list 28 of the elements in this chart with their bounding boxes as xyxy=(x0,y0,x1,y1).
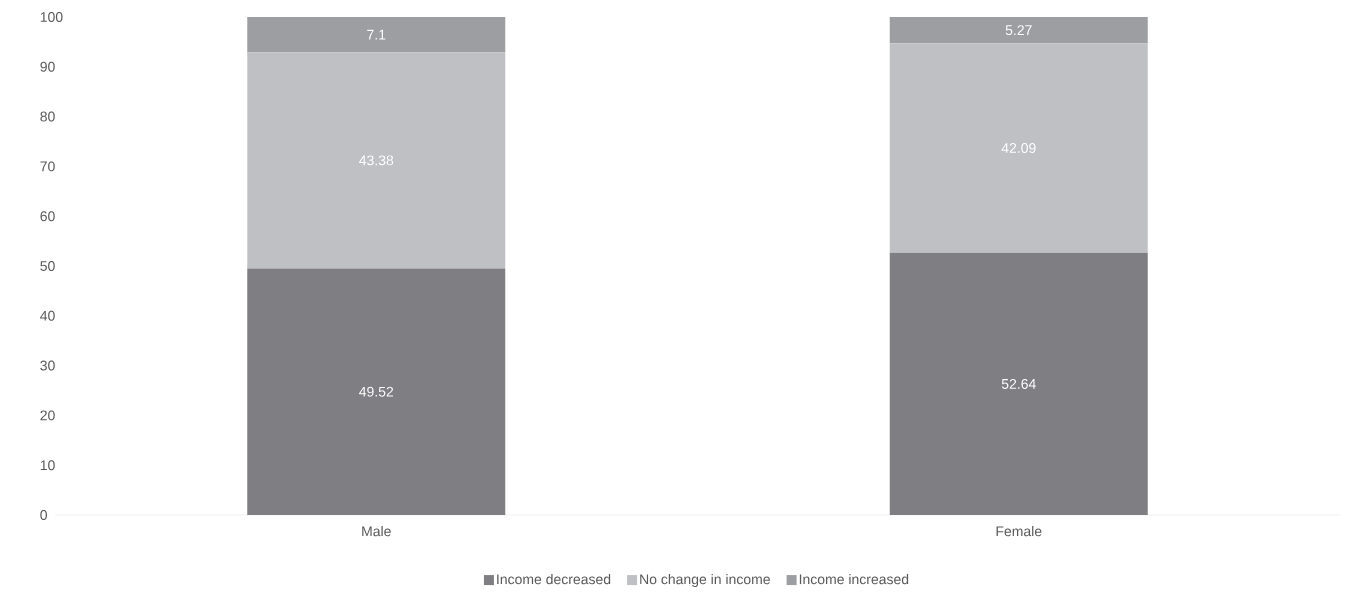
legend-label: No change in income xyxy=(640,573,770,587)
y-tick-label: 20 xyxy=(40,410,55,421)
data-label: 7.1 xyxy=(367,29,386,40)
bar xyxy=(247,16,506,53)
x-tick-label: Female xyxy=(996,525,1042,537)
data-label: 49.52 xyxy=(359,386,394,397)
y-tick-label: 100 xyxy=(40,12,63,22)
y-tick-label: 10 xyxy=(40,460,55,471)
bar xyxy=(247,52,506,269)
y-tick-label: 80 xyxy=(40,111,55,122)
data-label: 52.64 xyxy=(1001,378,1036,389)
y-tick-label: 90 xyxy=(40,61,55,72)
y-tick-label: 0 xyxy=(40,510,47,520)
data-label: 43.38 xyxy=(359,155,394,166)
data-label: 42.09 xyxy=(1001,143,1036,153)
bar xyxy=(889,16,1148,44)
bar xyxy=(889,252,1148,515)
bar xyxy=(247,268,506,515)
y-tick-label: 30 xyxy=(40,360,55,371)
bar xyxy=(889,43,1148,253)
y-tick-label: 60 xyxy=(40,211,55,222)
legend-label: Income increased xyxy=(799,573,909,585)
x-tick-label: Male xyxy=(362,525,391,537)
data-label: 5.27 xyxy=(1005,25,1032,36)
y-tick-label: 40 xyxy=(40,310,55,321)
legend-label: Income decreased xyxy=(497,573,611,585)
y-tick-label: 50 xyxy=(40,261,55,271)
y-tick-label: 70 xyxy=(40,161,55,172)
